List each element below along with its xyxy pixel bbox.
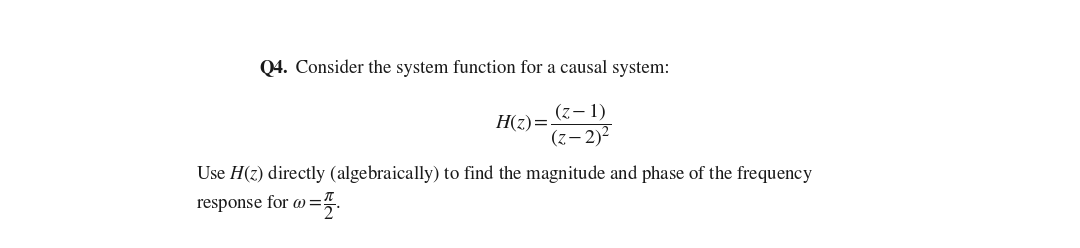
Text: $H(z) = \dfrac{(z-1)}{(z-2)^2}$: $H(z) = \dfrac{(z-1)}{(z-2)^2}$ bbox=[495, 101, 612, 149]
Text: Consider the system function for a causal system:: Consider the system function for a causa… bbox=[291, 59, 670, 77]
Text: Q4.: Q4. bbox=[259, 60, 287, 76]
Text: response for $\omega = \dfrac{\pi}{2}$.: response for $\omega = \dfrac{\pi}{2}$. bbox=[197, 190, 341, 222]
Text: Use $H(z)$ directly (algebraically) to find the magnitude and phase of the frequ: Use $H(z)$ directly (algebraically) to f… bbox=[197, 163, 813, 185]
